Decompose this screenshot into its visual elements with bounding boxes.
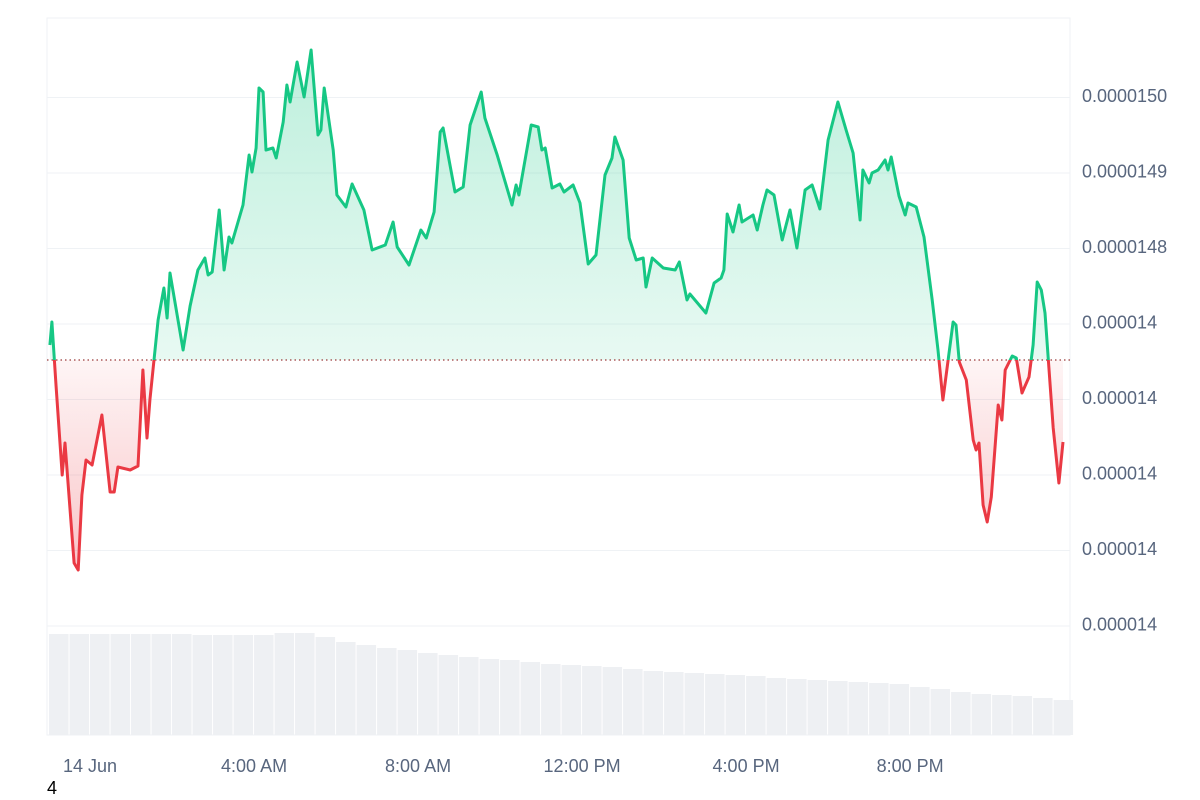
volume-bar: [664, 672, 684, 735]
volume-bar: [418, 653, 438, 735]
volume-bar: [520, 662, 541, 735]
volume-bar: [356, 645, 377, 735]
volume-bar: [336, 642, 356, 735]
volume-bar: [172, 634, 192, 735]
volume-bar: [110, 634, 131, 735]
footnote: 4: [47, 778, 57, 798]
y-tick-label: 0.000014: [1082, 539, 1157, 559]
volume-bar: [684, 673, 705, 735]
y-tick-label: 0.0000149: [1082, 162, 1167, 182]
volume-bar: [1033, 698, 1053, 735]
x-tick-label: 4:00 PM: [713, 756, 780, 776]
volume-bar: [192, 635, 213, 735]
x-tick-label: 4:00 AM: [221, 756, 287, 776]
y-tick-label: 0.000014: [1082, 388, 1157, 408]
volume-bar: [889, 684, 910, 735]
volume-bar: [787, 679, 807, 735]
volume-bar: [992, 695, 1012, 735]
y-tick-label: 0.0000150: [1082, 86, 1167, 106]
volume-bar: [951, 692, 971, 735]
volume-bar: [582, 666, 602, 735]
price-line: [48, 48, 1065, 572]
plot-frame: [46, 17, 1071, 736]
volume-bar: [971, 694, 992, 735]
volume-bar: [725, 675, 746, 735]
volume-bar: [90, 634, 110, 735]
volume-bar: [69, 634, 90, 735]
volume-bar: [1012, 696, 1033, 735]
volume-bar: [602, 667, 623, 735]
volume-bar: [377, 648, 397, 735]
x-tick-label: 14 Jun: [63, 756, 117, 776]
volume-bar: [274, 633, 295, 735]
volume-bar: [746, 676, 766, 735]
volume-bar: [910, 687, 930, 735]
x-tick-label: 12:00 PM: [544, 756, 621, 776]
volume-bar: [828, 681, 848, 735]
volume-bar: [459, 657, 479, 735]
y-tick-label: 0.0000148: [1082, 237, 1167, 257]
x-tick-label: 8:00 PM: [877, 756, 944, 776]
y-tick-label: 0.000014: [1082, 615, 1157, 635]
volume-bar: [623, 669, 643, 735]
y-tick-label: 0.000014: [1082, 464, 1157, 484]
volume-bar: [869, 683, 889, 735]
volume-bar: [500, 660, 520, 735]
volume-bar: [541, 664, 561, 735]
volume-bar: [131, 634, 151, 735]
y-tick-label: 0.000014: [1082, 313, 1157, 333]
volume-bar: [254, 635, 274, 735]
volume-bar: [213, 635, 233, 735]
volume-bar: [295, 633, 315, 735]
volume-bar: [643, 671, 664, 735]
volume-bar: [233, 635, 254, 735]
volume-bar: [561, 665, 582, 735]
price-area: [49, 50, 1063, 570]
volume-bar: [1053, 700, 1074, 735]
volume-bar: [930, 689, 951, 735]
volume-bar: [479, 659, 500, 735]
x-tick-label: 8:00 AM: [385, 756, 451, 776]
volume-bar: [766, 678, 787, 735]
volume-bar: [151, 634, 172, 735]
volume-bar: [848, 682, 869, 735]
volume-bar: [49, 634, 69, 735]
volume-bar: [807, 680, 828, 735]
volume-bar: [315, 637, 336, 735]
volume-bar: [397, 650, 418, 735]
volume-bar: [705, 674, 725, 735]
volume-bar: [438, 655, 459, 735]
